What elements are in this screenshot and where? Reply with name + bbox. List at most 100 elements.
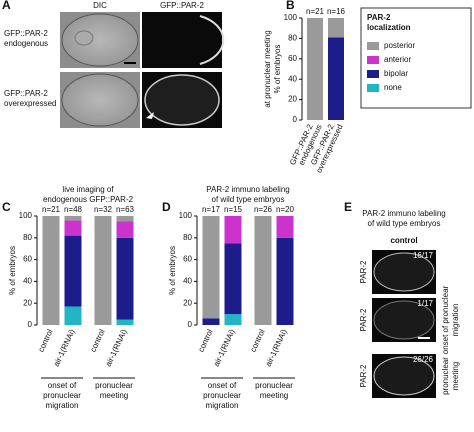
x-tick-label: control bbox=[248, 328, 266, 354]
legend-swatch bbox=[367, 42, 379, 50]
bar-segment bbox=[224, 216, 242, 244]
legend-label: posterior bbox=[384, 41, 415, 50]
y-tick-label: 60 bbox=[23, 255, 32, 264]
y-tick-label: 20 bbox=[288, 95, 297, 104]
x-tick-label: control bbox=[36, 328, 54, 354]
bar-segment bbox=[202, 318, 220, 325]
stage-label: onset of pronuclear bbox=[441, 285, 450, 354]
group-label: pronuclear bbox=[203, 391, 241, 400]
n-label: n=63 bbox=[116, 205, 135, 214]
column-label: GFP::PAR-2 bbox=[160, 1, 204, 10]
panel-title: of wild type embryos bbox=[368, 219, 441, 228]
y-tick-label: 20 bbox=[23, 298, 32, 307]
x-tick-label: air-1(RNAi) bbox=[264, 328, 289, 368]
bar-segment bbox=[276, 216, 294, 238]
row-label: overexpressed bbox=[4, 99, 56, 108]
bar-segment bbox=[307, 18, 323, 120]
y-tick-label: 40 bbox=[23, 277, 32, 286]
bar-segment bbox=[254, 216, 272, 325]
y-axis-label: % of embryos bbox=[8, 246, 17, 295]
x-tick-label: control bbox=[196, 328, 214, 354]
stage-label: migration bbox=[451, 304, 460, 337]
group-label: meeting bbox=[260, 391, 288, 400]
stain-label: PAR-2 bbox=[359, 308, 368, 332]
bar-segment bbox=[64, 220, 82, 236]
y-tick-label: 60 bbox=[288, 54, 297, 63]
y-tick-label: 100 bbox=[19, 211, 33, 220]
legend-swatch bbox=[367, 70, 379, 78]
bar-segment bbox=[328, 18, 344, 38]
embryo bbox=[61, 13, 139, 67]
panel-label: A bbox=[2, 0, 11, 12]
y-tick-label: 20 bbox=[183, 298, 192, 307]
gfp-signal bbox=[199, 15, 225, 65]
gfp-image bbox=[142, 12, 222, 68]
stage-label: meeting bbox=[451, 362, 460, 390]
y-tick-label: 0 bbox=[293, 115, 298, 124]
row-label: GFP::PAR-2 bbox=[4, 29, 48, 38]
panel-label: B bbox=[286, 0, 295, 12]
bar-segment bbox=[42, 216, 60, 325]
y-tick-label: 80 bbox=[288, 34, 297, 43]
group-label: pronuclear bbox=[255, 381, 293, 390]
bar-segment bbox=[276, 237, 294, 325]
legend-label: none bbox=[384, 83, 402, 92]
arrowhead bbox=[146, 112, 154, 119]
bar-segment bbox=[94, 216, 112, 325]
n-label: n=26 bbox=[254, 205, 273, 214]
y-tick-label: 0 bbox=[28, 320, 33, 329]
n-label: n=20 bbox=[276, 205, 295, 214]
stain-label: PAR-2 bbox=[359, 260, 368, 284]
panel-title: PAR-2 immuno labeling bbox=[362, 209, 445, 218]
n-label: n=16 bbox=[327, 7, 346, 16]
gfp-signal bbox=[144, 74, 220, 126]
group-label: onset of bbox=[48, 381, 77, 390]
n-label: n=15 bbox=[224, 205, 243, 214]
y-tick-label: 40 bbox=[183, 277, 192, 286]
y-tick-label: 80 bbox=[183, 233, 192, 242]
group-label: migration bbox=[206, 401, 239, 410]
y-axis-label: % of embryos bbox=[168, 246, 177, 295]
panel-label: C bbox=[2, 200, 11, 214]
n-label: n=48 bbox=[64, 205, 83, 214]
chart-title: of wild type embryos bbox=[212, 195, 285, 204]
group-label: migration bbox=[46, 401, 79, 410]
x-tick-label: control bbox=[88, 328, 106, 354]
row-label: endogenous bbox=[4, 39, 48, 48]
legend-swatch bbox=[367, 56, 379, 64]
microscopy-images-e bbox=[372, 250, 436, 398]
bar-segment bbox=[64, 235, 82, 307]
bar-segment bbox=[224, 243, 242, 315]
y-tick-label: 80 bbox=[23, 233, 32, 242]
column-label: control bbox=[390, 236, 417, 245]
x-tick-label: air-1(RNAi) bbox=[104, 328, 129, 368]
bar-segment bbox=[116, 237, 134, 320]
fraction-label: 16/17 bbox=[413, 251, 434, 260]
bar-segment bbox=[202, 216, 220, 319]
y-tick-label: 100 bbox=[284, 13, 298, 22]
n-label: n=17 bbox=[202, 205, 221, 214]
y-tick-label: 100 bbox=[179, 211, 193, 220]
x-tick-label: air-1(RNAi) bbox=[52, 328, 77, 368]
legend-swatch bbox=[367, 84, 379, 92]
column-label: DIC bbox=[93, 1, 107, 10]
y-tick-label: 40 bbox=[288, 74, 297, 83]
stain-label: PAR-2 bbox=[359, 364, 368, 388]
y-axis-label: at pronuclear meeting bbox=[263, 30, 272, 107]
legend-title: PAR-2 bbox=[367, 13, 391, 22]
embryo bbox=[61, 73, 139, 127]
chart-title: PAR-2 immuno labeling bbox=[206, 185, 289, 194]
panel-label: D bbox=[162, 200, 171, 214]
legend-box bbox=[360, 7, 472, 109]
pronucleus bbox=[74, 30, 94, 46]
bar-segment bbox=[116, 319, 134, 325]
row-label: GFP::PAR-2 bbox=[4, 89, 48, 98]
group-label: pronuclear bbox=[43, 391, 81, 400]
y-axis-label: % of embryos bbox=[273, 45, 282, 94]
x-tick-label: air-1(RNAi) bbox=[212, 328, 237, 368]
group-label: meeting bbox=[100, 391, 128, 400]
group-label: pronuclear bbox=[95, 381, 133, 390]
stage-label: pronuclear bbox=[441, 357, 450, 395]
microscopy-images-a bbox=[60, 12, 225, 128]
